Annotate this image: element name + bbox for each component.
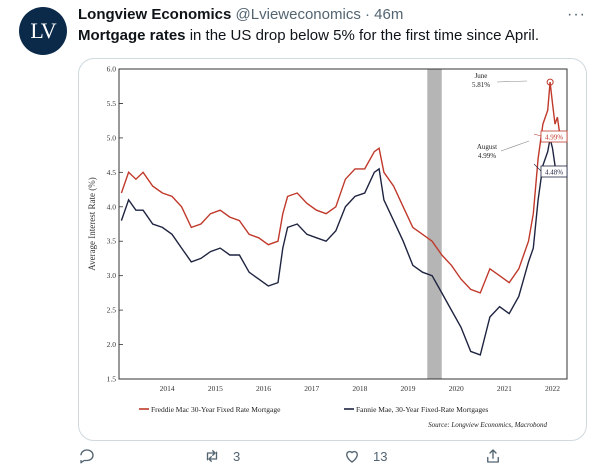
tweet-media-chart[interactable]: 6.0 5.5 5.0 4.5 4.0 3.5 3.0 2.5 2.0 1.5 2014 2015 2… [78,58,587,441]
x-tick-label: 2015 [208,384,223,393]
end-fannie-box [540,165,568,178]
y-tick-label: 5.0 [107,133,117,142]
legend-fannie-label: Fannie Mae, 30-Year Fixed-Rate Mortgages [356,405,488,414]
y-tick-label: 4.0 [107,202,117,211]
chart-source: Source: Longview Economics, Macrobond [428,421,547,429]
separator-dot: · [365,6,370,23]
y-tick-label: 2.5 [107,306,117,315]
share-button[interactable] [484,447,502,465]
tweet-timestamp[interactable]: 46m [374,6,404,23]
legend-freddie-label: Freddie Mac 30-Year Fixed Rate Mortgage [151,405,281,414]
x-tick-label: 2016 [256,384,271,393]
june-leader [496,80,528,83]
tweet-header: Longview Economics @Lvieweconomics · 46m… [78,4,586,26]
y-axis-label: Average Interest Rate (%) [87,177,97,271]
y-tick-label: 3.5 [107,237,117,246]
more-options-icon[interactable]: ··· [567,6,586,23]
retweet-button[interactable]: 3 [203,447,240,465]
author-name[interactable]: Longview Economics [78,6,232,23]
end-freddie-leader [533,133,542,137]
plot-frame [118,68,568,380]
like-button[interactable]: 13 [343,447,387,465]
june-label: June [475,72,488,80]
retweet-icon [206,450,218,462]
x-tick-label: 2018 [352,384,367,393]
freddie-mac-line [120,82,563,294]
fannie-mae-line [120,138,563,356]
x-tick-label: 2022 [545,384,560,393]
x-tick-label: 2020 [449,384,464,393]
recession-shading [427,69,442,379]
heart-icon [346,450,358,463]
end-freddie-value: 4.99% [545,134,563,142]
author-handle[interactable]: @Lvieweconomics [235,6,361,23]
y-tick-label: 5.5 [107,99,117,108]
tweet-text-rest: in the US drop below 5% for the first ti… [185,27,540,44]
avatar-initials: LV [30,18,56,43]
end-fannie-leader [533,163,542,172]
mortgage-rate-chart: 6.05.55.04.54.03.53.02.52.01.5 2014 2015 2… [87,65,568,429]
august-value: 4.99% [478,152,496,160]
tweet-actions: 3 13 [78,447,588,469]
june-peak-marker [546,78,554,86]
y-tick-label: 3.0 [107,271,117,280]
august-label: August [477,143,497,151]
x-tick-label: 2014 [160,384,175,393]
y-tick-label: 1.5 [107,375,117,384]
x-axis-ticks: 2014 2015 2016 2017 2018 2019 2020 2021 2022 [160,384,561,393]
reply-button[interactable] [78,447,108,465]
x-tick-label: 2017 [304,384,319,393]
y-tick-label: 6.0 [107,65,117,74]
like-count: 13 [373,448,388,464]
june-value: 5.81% [472,81,490,89]
y-tick-label: 4.5 [107,168,117,177]
tweet-text: Mortgage rates in the US drop below 5% f… [78,26,539,46]
tweet-text-bold: Mortgage rates [78,27,186,44]
x-tick-label: 2019 [401,384,416,393]
end-fannie-value: 4.48% [545,169,563,177]
avatar[interactable]: LV [19,7,67,55]
y-axis-ticks: 6.0 5.5 5.0 4.5 4.0 3.5 3.0 2.5 2.0 1.5 [107,65,123,384]
y-tick-label: 2.0 [107,340,117,349]
end-freddie-box [540,130,568,143]
x-tick-label: 2021 [497,384,512,393]
august-leader [500,140,530,152]
retweet-count: 3 [233,448,241,464]
share-icon [487,449,499,463]
reply-icon [80,449,94,464]
